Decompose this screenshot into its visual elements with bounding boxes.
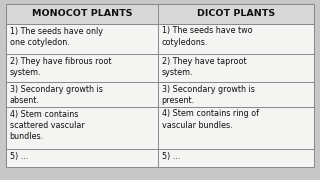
Bar [6, 4, 158, 24]
Bar [6, 82, 158, 107]
Bar [158, 107, 314, 149]
Text: 3) Secondary growth is
present.: 3) Secondary growth is present. [162, 84, 254, 105]
Bar [6, 149, 158, 167]
Text: 2) They have taproot
system.: 2) They have taproot system. [162, 57, 246, 77]
Text: 5) ...: 5) ... [10, 152, 28, 161]
Text: 2) They have fibrous root
system.: 2) They have fibrous root system. [10, 57, 111, 77]
Bar [6, 24, 158, 54]
Text: 5) ...: 5) ... [162, 152, 180, 161]
Bar [158, 82, 314, 107]
Bar [6, 107, 158, 149]
Text: 3) Secondary growth is
absent.: 3) Secondary growth is absent. [10, 84, 102, 105]
Text: 1) The seeds have two
cotyledons.: 1) The seeds have two cotyledons. [162, 26, 252, 47]
Bar [158, 149, 314, 167]
Text: 1) The seeds have only
one cotyledon.: 1) The seeds have only one cotyledon. [10, 26, 102, 47]
Bar [6, 54, 158, 82]
Text: 4) Stem contains
scattered vascular
bundles.: 4) Stem contains scattered vascular bund… [10, 109, 84, 141]
Bar [158, 24, 314, 54]
Text: 4) Stem contains ring of
vascular bundles.: 4) Stem contains ring of vascular bundle… [162, 109, 259, 130]
Text: DICOT PLANTS: DICOT PLANTS [197, 10, 275, 19]
Text: MONOCOT PLANTS: MONOCOT PLANTS [32, 10, 132, 19]
Bar [158, 54, 314, 82]
Bar [158, 4, 314, 24]
